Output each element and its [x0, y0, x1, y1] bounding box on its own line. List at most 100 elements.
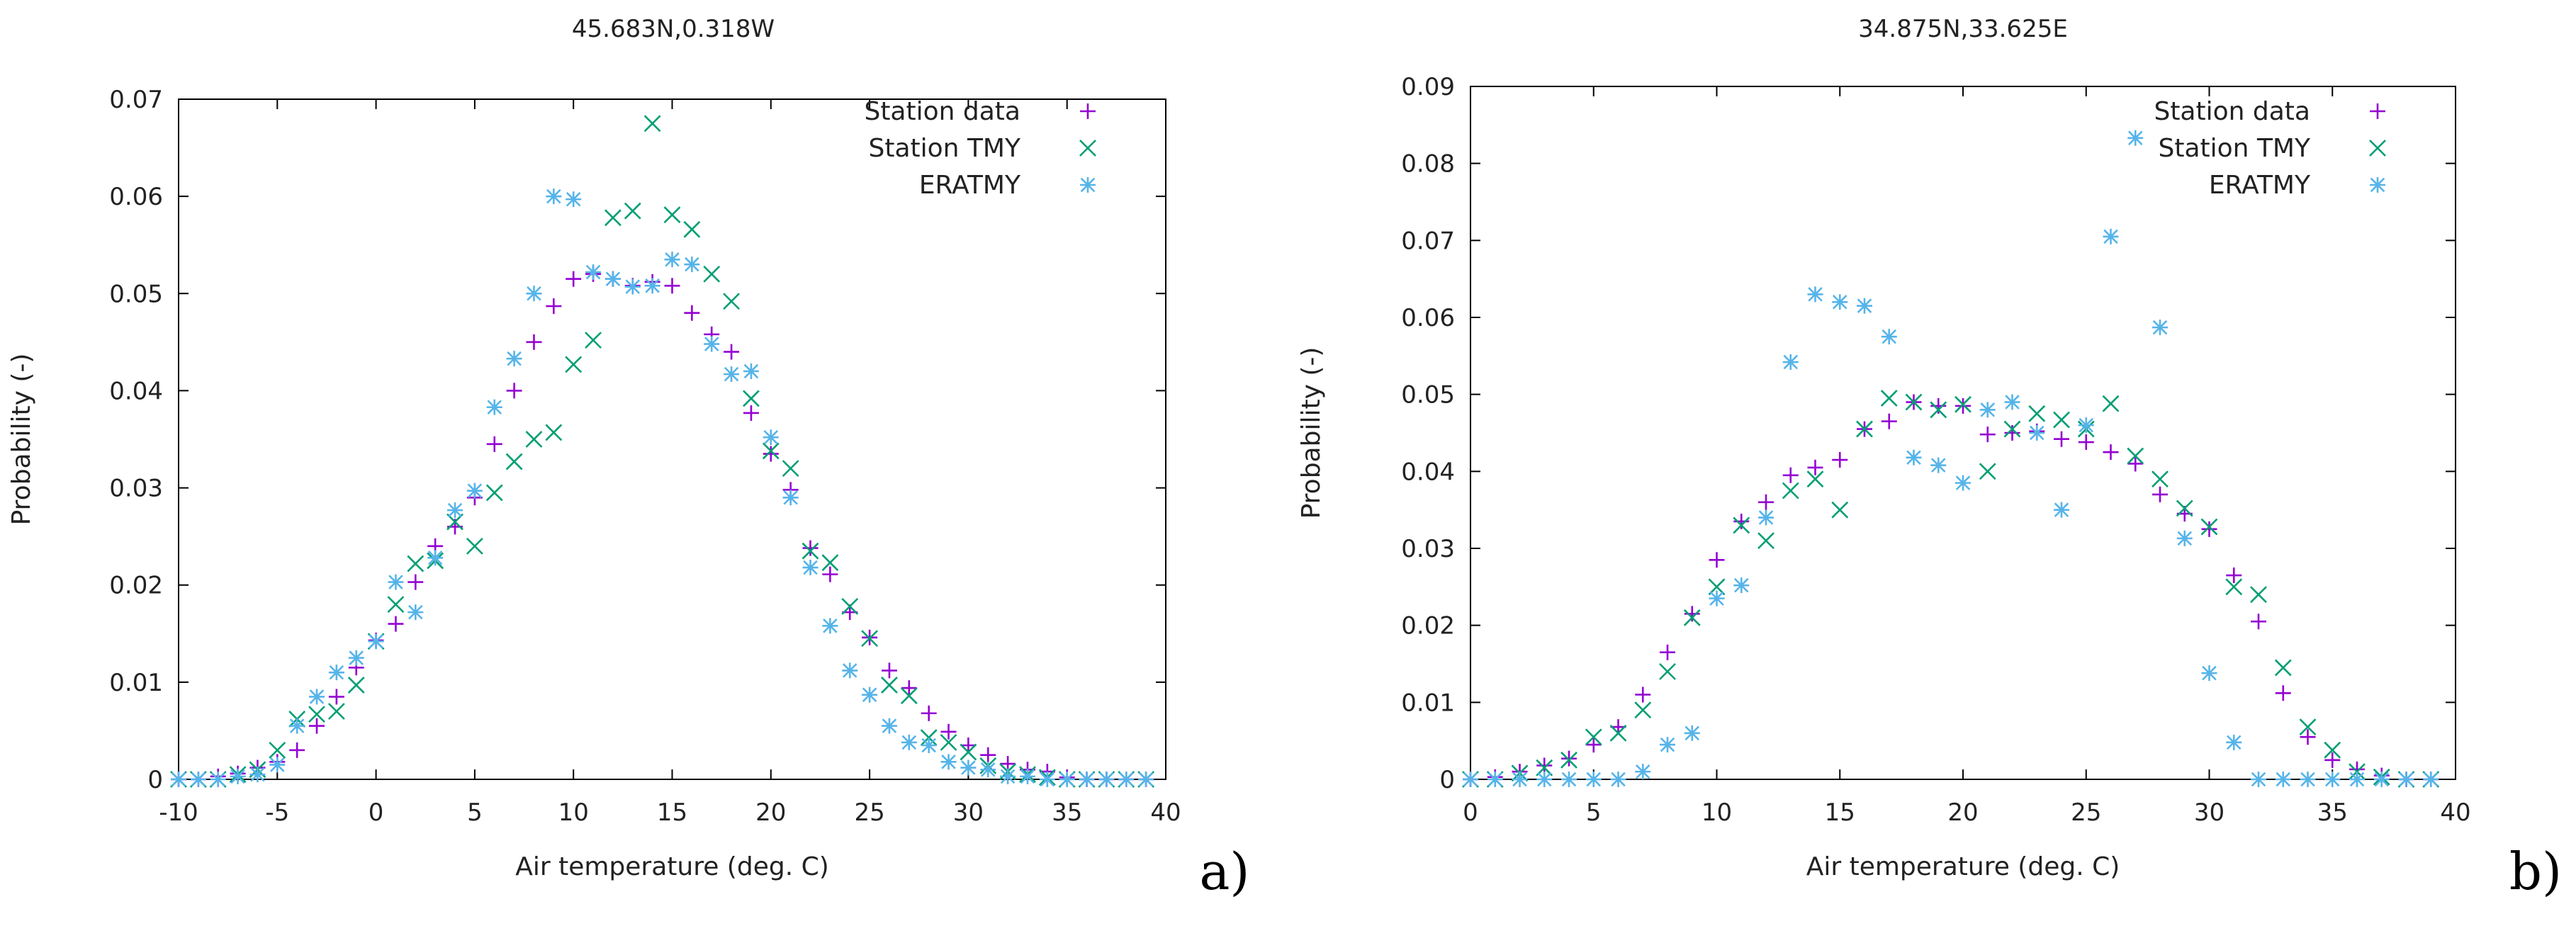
x-tick-label: -5 — [265, 798, 289, 827]
legend-marker — [2370, 177, 2385, 193]
data-point — [1733, 514, 1749, 529]
data-point — [1040, 772, 1055, 787]
data-point — [763, 429, 779, 445]
data-point — [1882, 414, 1897, 429]
data-point — [2029, 425, 2045, 441]
data-point — [1733, 577, 1749, 593]
plot-frame — [179, 99, 1166, 779]
data-point — [1684, 725, 1700, 741]
data-point — [2054, 412, 2069, 428]
data-point — [960, 738, 976, 753]
chart-title: 34.875N,33.625E — [1858, 15, 2068, 43]
data-point — [645, 278, 660, 293]
series-station-tmy — [1463, 390, 2439, 787]
data-point — [1000, 769, 1016, 784]
legend-label: Station data — [2154, 97, 2310, 126]
legend-marker — [1080, 140, 1096, 156]
data-point — [407, 575, 423, 590]
data-point — [1930, 458, 1946, 473]
chart-a: -10 -5 0 5 10 15 20 25 30 35 4000.010.020.030.040.… — [7, 15, 1250, 901]
data-point — [1783, 483, 1799, 499]
data-point — [1660, 664, 1675, 679]
data-point — [1059, 772, 1075, 787]
data-point — [1709, 552, 1725, 568]
data-point — [1586, 737, 1602, 752]
x-tick-label: 5 — [467, 798, 483, 827]
data-point — [2251, 587, 2266, 602]
data-point — [704, 266, 719, 282]
data-point — [526, 286, 541, 301]
data-point — [1882, 390, 1897, 406]
data-point — [1512, 772, 1528, 787]
data-point — [724, 293, 739, 309]
x-tick-label: 25 — [2071, 798, 2101, 827]
x-tick-label: 0 — [369, 798, 384, 827]
data-point — [2079, 417, 2094, 433]
y-tick-label: 0 — [1439, 766, 1455, 794]
data-point — [625, 279, 641, 295]
data-point — [803, 541, 819, 556]
x-axis-label: Air temperature (deg. C) — [1806, 852, 2120, 881]
series-station-data — [171, 266, 1154, 787]
data-point — [684, 256, 699, 272]
data-point — [230, 769, 246, 784]
data-point — [1635, 702, 1650, 718]
data-point — [665, 207, 680, 222]
data-point — [1586, 772, 1602, 787]
data-point — [210, 772, 226, 787]
panel-label: b) — [2509, 842, 2562, 901]
y-tick-label: 0 — [147, 766, 163, 794]
series-station-data — [1463, 395, 2439, 787]
data-point — [2005, 425, 2020, 441]
data-point — [1684, 606, 1700, 621]
data-point — [763, 446, 779, 462]
data-point — [407, 556, 423, 572]
y-tick-label: 0.06 — [1401, 304, 1455, 332]
data-point — [349, 650, 364, 666]
data-point — [1906, 450, 1922, 465]
y-tick-label: 0.04 — [109, 377, 163, 405]
data-point — [842, 662, 857, 678]
legend-marker — [1080, 177, 1096, 193]
data-point — [526, 431, 541, 447]
data-point — [1758, 533, 1774, 548]
data-point — [2374, 772, 2390, 787]
data-point — [487, 400, 502, 415]
data-point — [1930, 398, 1946, 414]
data-point — [2103, 444, 2119, 460]
data-point — [1611, 772, 1626, 787]
legend-label: ERATMY — [2209, 171, 2311, 200]
y-tick-label: 0.01 — [1401, 689, 1455, 717]
data-point — [467, 538, 483, 554]
data-point — [388, 575, 403, 590]
data-point — [1808, 286, 1823, 302]
data-point — [2152, 487, 2168, 502]
data-point — [249, 767, 265, 782]
data-point — [329, 704, 344, 719]
data-point — [803, 560, 819, 575]
data-point — [684, 305, 699, 321]
x-tick-label: 40 — [1150, 798, 1181, 827]
data-point — [407, 604, 423, 620]
data-point — [289, 718, 305, 734]
data-point — [2202, 521, 2217, 537]
data-point — [2127, 456, 2143, 471]
data-point — [1118, 772, 1134, 787]
figure-svg: -10 -5 0 5 10 15 20 25 30 35 4000.010.020.030.040.… — [0, 0, 2576, 923]
y-tick-label: 0.07 — [1401, 227, 1455, 255]
chart-title: 45.683N,0.318W — [572, 15, 775, 43]
x-tick-label: 30 — [953, 798, 984, 827]
data-point — [2152, 471, 2168, 487]
y-tick-label: 0.03 — [109, 475, 163, 503]
data-point — [2029, 406, 2045, 422]
data-point — [2251, 614, 2266, 629]
data-point — [645, 115, 660, 131]
x-tick-label: 0 — [1463, 798, 1478, 827]
data-point — [507, 351, 522, 366]
legend-label: Station TMY — [869, 134, 1021, 163]
data-point — [605, 271, 621, 287]
y-tick-label: 0.05 — [1401, 381, 1455, 410]
y-tick-label: 0.04 — [1401, 458, 1455, 486]
data-point — [783, 461, 799, 476]
data-point — [2251, 772, 2266, 787]
